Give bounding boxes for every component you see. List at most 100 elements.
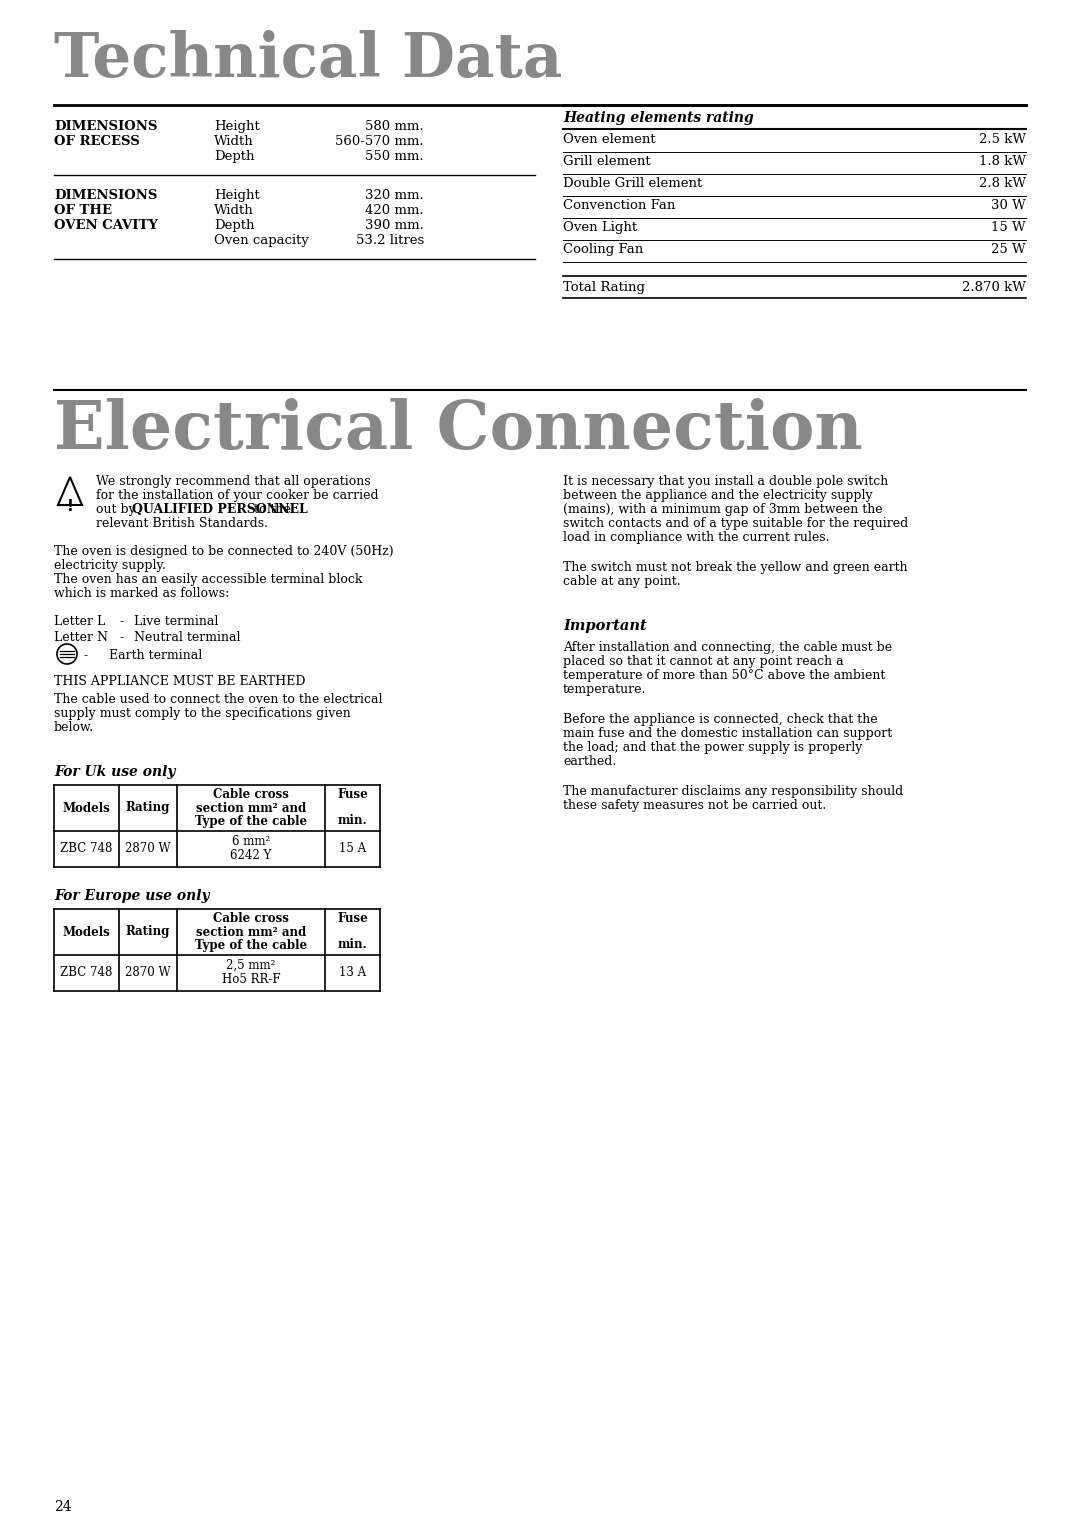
Text: Height: Height: [214, 121, 260, 133]
Text: load in compliance with the current rules.: load in compliance with the current rule…: [563, 532, 829, 544]
Text: Live terminal: Live terminal: [134, 614, 218, 628]
Text: For Uk use only: For Uk use only: [54, 766, 175, 779]
Text: which is marked as follows:: which is marked as follows:: [54, 587, 229, 601]
Text: switch contacts and of a type suitable for the required: switch contacts and of a type suitable f…: [563, 516, 908, 530]
Text: 13 A: 13 A: [339, 966, 366, 979]
Text: 550 mm.: 550 mm.: [365, 150, 424, 163]
Text: THIS APPLIANCE MUST BE EARTHED: THIS APPLIANCE MUST BE EARTHED: [54, 675, 306, 688]
Text: Important: Important: [563, 619, 647, 633]
Text: section mm² and: section mm² and: [195, 926, 306, 938]
Text: 1.8 kW: 1.8 kW: [978, 154, 1026, 168]
Text: Earth terminal: Earth terminal: [109, 649, 202, 662]
Text: For Europe use only: For Europe use only: [54, 889, 210, 903]
Text: -: -: [120, 631, 124, 643]
Text: 15 A: 15 A: [339, 842, 366, 856]
Text: We strongly recommend that all operations: We strongly recommend that all operation…: [96, 475, 370, 487]
Text: After installation and connecting, the cable must be: After installation and connecting, the c…: [563, 642, 892, 654]
Text: 24: 24: [54, 1500, 71, 1514]
Text: temperature of more than 50°C above the ambient: temperature of more than 50°C above the …: [563, 669, 886, 681]
Text: 2,5 mm²: 2,5 mm²: [227, 960, 275, 972]
Text: 30 W: 30 W: [991, 199, 1026, 212]
Text: Before the appliance is connected, check that the: Before the appliance is connected, check…: [563, 714, 878, 726]
Text: placed so that it cannot at any point reach a: placed so that it cannot at any point re…: [563, 656, 843, 668]
Text: min.: min.: [338, 938, 367, 952]
Text: Letter L: Letter L: [54, 614, 105, 628]
Text: Rating: Rating: [125, 802, 171, 814]
Text: 25 W: 25 W: [991, 243, 1026, 257]
Text: the load; and that the power supply is properly: the load; and that the power supply is p…: [563, 741, 862, 753]
Text: out by: out by: [96, 503, 139, 516]
Text: Cable cross: Cable cross: [213, 912, 289, 926]
Text: The switch must not break the yellow and green earth: The switch must not break the yellow and…: [563, 561, 907, 575]
Text: Models: Models: [63, 926, 110, 938]
Text: 560-570 mm.: 560-570 mm.: [336, 134, 424, 148]
Text: 15 W: 15 W: [991, 222, 1026, 234]
Text: Rating: Rating: [125, 926, 171, 938]
Text: (mains), with a minimum gap of 3mm between the: (mains), with a minimum gap of 3mm betwe…: [563, 503, 882, 516]
Text: DIMENSIONS: DIMENSIONS: [54, 189, 158, 202]
Text: to the: to the: [249, 503, 291, 516]
Text: !: !: [67, 500, 73, 513]
Text: OVEN CAVITY: OVEN CAVITY: [54, 219, 158, 232]
Text: Fuse: Fuse: [337, 912, 368, 926]
Text: cable at any point.: cable at any point.: [563, 575, 680, 588]
Text: below.: below.: [54, 721, 94, 733]
Text: 2870 W: 2870 W: [125, 966, 171, 979]
Text: QUALIFIED PERSONNEL: QUALIFIED PERSONNEL: [132, 503, 308, 516]
Text: The cable used to connect the oven to the electrical: The cable used to connect the oven to th…: [54, 694, 382, 706]
Text: 2.870 kW: 2.870 kW: [962, 281, 1026, 293]
Text: Type of the cable: Type of the cable: [194, 814, 307, 828]
Text: ZBC 748: ZBC 748: [60, 966, 112, 979]
Text: Convenction Fan: Convenction Fan: [563, 199, 675, 212]
Text: 2.8 kW: 2.8 kW: [978, 177, 1026, 189]
Text: 6 mm²: 6 mm²: [232, 834, 270, 848]
Text: 580 mm.: 580 mm.: [365, 121, 424, 133]
Text: Double Grill element: Double Grill element: [563, 177, 702, 189]
Text: Ho5 RR-F: Ho5 RR-F: [221, 973, 281, 986]
Text: Technical Data: Technical Data: [54, 31, 563, 90]
Text: these safety measures not be carried out.: these safety measures not be carried out…: [563, 799, 826, 811]
Text: between the appliance and the electricity supply: between the appliance and the electricit…: [563, 489, 873, 503]
Text: relevant British Standards.: relevant British Standards.: [96, 516, 268, 530]
Text: 6242 Y: 6242 Y: [230, 850, 272, 862]
Text: min.: min.: [338, 814, 367, 828]
Text: Oven Light: Oven Light: [563, 222, 637, 234]
Text: Fuse: Fuse: [337, 788, 368, 802]
Text: 420 mm.: 420 mm.: [365, 205, 424, 217]
Text: Oven capacity: Oven capacity: [214, 234, 309, 248]
Text: electricity supply.: electricity supply.: [54, 559, 166, 571]
Text: 2.5 kW: 2.5 kW: [978, 133, 1026, 147]
Text: Heating elements rating: Heating elements rating: [563, 112, 754, 125]
Text: The oven has an easily accessible terminal block: The oven has an easily accessible termin…: [54, 573, 363, 587]
Text: Models: Models: [63, 802, 110, 814]
Text: Letter N: Letter N: [54, 631, 108, 643]
Text: Depth: Depth: [214, 219, 255, 232]
Text: supply must comply to the specifications given: supply must comply to the specifications…: [54, 707, 351, 720]
Text: Oven element: Oven element: [563, 133, 656, 147]
Text: for the installation of your cooker be carried: for the installation of your cooker be c…: [96, 489, 379, 503]
Text: 2870 W: 2870 W: [125, 842, 171, 856]
Text: ZBC 748: ZBC 748: [60, 842, 112, 856]
Text: Width: Width: [214, 205, 254, 217]
Text: Cable cross: Cable cross: [213, 788, 289, 802]
Text: Depth: Depth: [214, 150, 255, 163]
Text: OF THE: OF THE: [54, 205, 112, 217]
Text: earthed.: earthed.: [563, 755, 617, 769]
Text: main fuse and the domestic installation can support: main fuse and the domestic installation …: [563, 727, 892, 740]
Text: temperature.: temperature.: [563, 683, 646, 695]
Text: 320 mm.: 320 mm.: [365, 189, 424, 202]
Text: OF RECESS: OF RECESS: [54, 134, 139, 148]
Text: Type of the cable: Type of the cable: [194, 938, 307, 952]
Text: section mm² and: section mm² and: [195, 802, 306, 814]
Text: 53.2 litres: 53.2 litres: [355, 234, 424, 248]
Text: Height: Height: [214, 189, 260, 202]
Text: Neutral terminal: Neutral terminal: [134, 631, 241, 643]
Text: -: -: [84, 649, 89, 662]
Text: It is necessary that you install a double pole switch: It is necessary that you install a doubl…: [563, 475, 888, 487]
Text: 390 mm.: 390 mm.: [365, 219, 424, 232]
Text: The manufacturer disclaims any responsibility should: The manufacturer disclaims any responsib…: [563, 785, 903, 798]
Text: -: -: [120, 614, 124, 628]
Text: DIMENSIONS: DIMENSIONS: [54, 121, 158, 133]
Text: Width: Width: [214, 134, 254, 148]
Text: Electrical Connection: Electrical Connection: [54, 397, 863, 463]
